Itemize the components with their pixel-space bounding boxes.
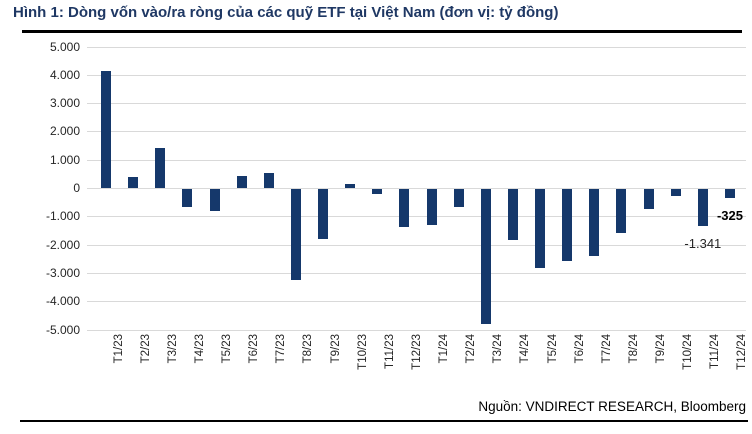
bar-T1-24 bbox=[426, 188, 437, 225]
bar-T7-23 bbox=[263, 172, 274, 189]
gridline bbox=[87, 301, 746, 303]
y-axis-tick-label: 5.000 bbox=[49, 39, 80, 54]
bar-T5-23 bbox=[209, 188, 220, 212]
bar-chart-plot-area: 5.000 4.000 3.000 2.000 1.000 0 -1.000 -2.000 -3… bbox=[45, 39, 749, 370]
y-axis-tick-label: 1.000 bbox=[49, 152, 80, 167]
gridline bbox=[87, 329, 746, 331]
source-credit: Nguồn: VNDIRECT RESEARCH, Bloomberg bbox=[478, 399, 746, 414]
x-axis-tick-label: T7/24 bbox=[600, 334, 613, 364]
bar-T2-23 bbox=[128, 176, 139, 189]
bar-T6-23 bbox=[236, 175, 247, 189]
gridline bbox=[87, 103, 746, 105]
x-axis-tick-label: T3/24 bbox=[492, 334, 505, 364]
gridline bbox=[87, 272, 746, 274]
x-axis-tick-label: T8/24 bbox=[627, 334, 640, 364]
y-axis-tick-label: 4.000 bbox=[49, 67, 80, 82]
bar-T4-23 bbox=[182, 188, 193, 208]
x-axis-tick-label: T9/24 bbox=[655, 334, 668, 364]
bar-T12-24 bbox=[724, 188, 735, 198]
data-label-T12-24: -325 bbox=[716, 207, 743, 223]
bar-T3-24 bbox=[480, 188, 491, 325]
title-underline bbox=[22, 30, 742, 33]
x-axis-tick-label: T12/23 bbox=[410, 334, 423, 370]
gridline bbox=[87, 244, 746, 246]
gridline bbox=[87, 216, 746, 218]
bar-T7-24 bbox=[589, 188, 600, 256]
bar-T11-23 bbox=[372, 188, 383, 195]
bar-T10-24 bbox=[670, 188, 681, 196]
y-axis-tick-label: -3.000 bbox=[45, 265, 80, 280]
y-axis-tick-label: 0 bbox=[73, 181, 80, 195]
figure-title: Hình 1: Dòng vốn vào/ra ròng của các quỹ… bbox=[13, 4, 559, 21]
bar-T11-24 bbox=[697, 188, 708, 227]
x-axis-tick-label: T11/24 bbox=[709, 334, 722, 369]
x-axis-tick-label: T10/24 bbox=[682, 334, 695, 370]
bar-T2-24 bbox=[453, 188, 464, 208]
x-axis-tick-label: T5/23 bbox=[221, 334, 234, 364]
y-axis-tick-label: -1.000 bbox=[45, 209, 80, 224]
gridline bbox=[87, 131, 746, 133]
x-axis-tick-label: T5/24 bbox=[546, 334, 559, 364]
y-axis-tick-label: 3.000 bbox=[49, 96, 80, 111]
x-axis-tick-label: T8/23 bbox=[302, 334, 315, 364]
bar-T3-23 bbox=[155, 148, 166, 189]
data-label-T11-24: -1.341 bbox=[684, 236, 722, 252]
x-axis-tick-label: T2/23 bbox=[139, 334, 152, 364]
x-axis-tick-label: T6/24 bbox=[573, 334, 586, 364]
x-axis-tick-label: T6/23 bbox=[248, 334, 261, 364]
gridline bbox=[87, 46, 746, 48]
bar-T5-24 bbox=[535, 188, 546, 269]
x-axis-tick-label: T7/23 bbox=[275, 334, 288, 364]
x-axis-tick-label: T9/23 bbox=[329, 334, 342, 364]
gridline bbox=[87, 159, 746, 161]
x-axis-tick-label: T4/24 bbox=[519, 334, 532, 364]
bar-T9-24 bbox=[643, 188, 654, 210]
y-axis-tick-label: -5.000 bbox=[45, 322, 80, 337]
gridline bbox=[87, 188, 746, 189]
bar-T10-23 bbox=[345, 184, 356, 189]
x-axis-tick-label: T10/23 bbox=[356, 334, 369, 370]
x-axis-tick-label: T1/24 bbox=[438, 334, 451, 364]
x-axis-tick-label: T3/23 bbox=[166, 334, 179, 364]
bar-T6-24 bbox=[562, 188, 573, 261]
y-axis-tick-label: -2.000 bbox=[45, 237, 80, 252]
x-axis-tick-label: T2/24 bbox=[465, 334, 478, 364]
x-axis-tick-label: T11/23 bbox=[383, 334, 396, 369]
bar-T8-23 bbox=[290, 188, 301, 280]
x-axis-tick-label: T1/23 bbox=[112, 334, 125, 364]
y-axis-tick-label: 2.000 bbox=[49, 124, 80, 139]
bar-T4-24 bbox=[507, 188, 518, 240]
y-axis-tick-label: -4.000 bbox=[45, 294, 80, 309]
footer-divider bbox=[20, 420, 748, 422]
bar-T1-23 bbox=[101, 71, 111, 189]
gridline bbox=[87, 74, 746, 76]
x-axis-tick-label: T4/23 bbox=[193, 334, 206, 364]
bar-T12-23 bbox=[399, 188, 410, 227]
bar-T8-24 bbox=[616, 188, 627, 233]
x-axis-tick-label: T12/24 bbox=[736, 334, 749, 370]
bar-T9-23 bbox=[318, 188, 329, 240]
